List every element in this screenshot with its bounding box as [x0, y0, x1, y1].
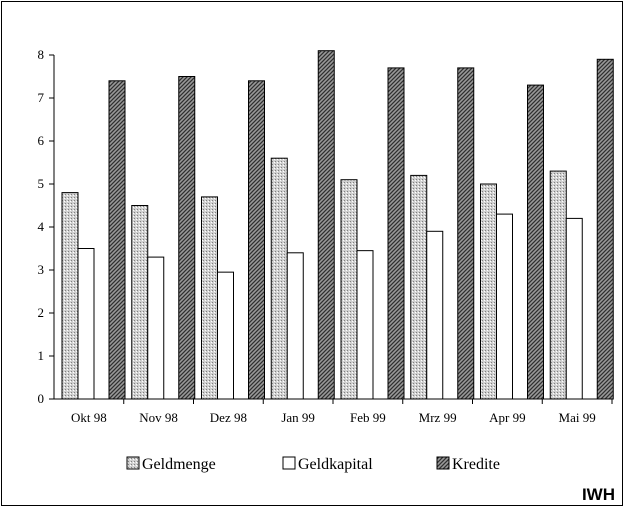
bar-geldkapital-mrz-99 [426, 230, 444, 400]
legend: Geldmenge Geldkapital Kredite [126, 456, 500, 473]
legend-swatch-geldmenge [126, 456, 140, 470]
legend-swatch-kredite [436, 456, 450, 470]
x-tick-label: Jan 99 [281, 410, 315, 425]
watermark-label: IWH [582, 485, 615, 504]
bar-geldkapital-apr-99 [496, 213, 513, 400]
bar-geldkapital-feb-99 [356, 250, 374, 400]
x-tick-label: Apr 99 [489, 410, 525, 425]
x-tick-label: Feb 99 [350, 410, 386, 425]
bar-geldkapital-jan-99 [286, 252, 304, 400]
bar-geldkapital-nov-98 [147, 256, 165, 400]
bar-kredite-feb-99 [387, 67, 405, 400]
x-tick-label: Mrz 99 [419, 410, 457, 425]
bar-geldmenge-feb-99 [340, 179, 358, 400]
bars [61, 50, 614, 400]
y-tick-label: 7 [38, 90, 45, 105]
legend-label-geldkapital: Geldkapital [298, 456, 373, 473]
bar-geldmenge-nov-98 [131, 205, 149, 400]
bar-geldmenge-mrz-99 [410, 174, 428, 400]
bar-kredite-apr-99 [527, 84, 544, 400]
bar-kredite-mai-99 [596, 58, 614, 400]
y-tick-label: 8 [38, 47, 45, 62]
x-tick-label: Nov 98 [139, 410, 178, 425]
bar-kredite-dez-98 [248, 80, 265, 400]
x-tick-label: Dez 98 [210, 410, 247, 425]
bar-kredite-okt-98 [108, 80, 126, 400]
y-tick-label: 4 [38, 219, 45, 234]
bar-geldmenge-mai-99 [549, 170, 567, 400]
bar-geldkapital-okt-98 [77, 248, 95, 400]
legend-label-geldmenge: Geldmenge [142, 456, 216, 473]
y-tick-label: 3 [38, 262, 45, 277]
y-tick-label: 2 [38, 305, 45, 320]
bar-geldkapital-mai-99 [565, 217, 583, 400]
y-tick-label: 5 [38, 176, 45, 191]
y-tick-label: 0 [38, 391, 45, 406]
axes: 0 1 2 3 4 5 6 7 8 Okt 98 Nov 98 Dez 98 Jan 99 Feb 99 M… [38, 47, 613, 425]
bar-geldmenge-okt-98 [61, 192, 79, 400]
bar-geldmenge-apr-99 [480, 183, 497, 400]
bar-geldmenge-dez-98 [201, 196, 218, 400]
bar-kredite-mrz-99 [457, 67, 475, 400]
bar-kredite-nov-98 [178, 76, 196, 400]
bar-geldmenge-jan-99 [270, 157, 288, 400]
legend-swatch-geldkapital [282, 456, 296, 470]
bar-kredite-jan-99 [317, 50, 335, 400]
x-tick-label: Mai 99 [559, 410, 596, 425]
y-tick-label: 1 [38, 348, 45, 363]
bar-geldkapital-dez-98 [217, 271, 234, 400]
x-tick-label: Okt 98 [71, 410, 107, 425]
legend-label-kredite: Kredite [452, 456, 500, 473]
y-tick-label: 6 [38, 133, 45, 148]
